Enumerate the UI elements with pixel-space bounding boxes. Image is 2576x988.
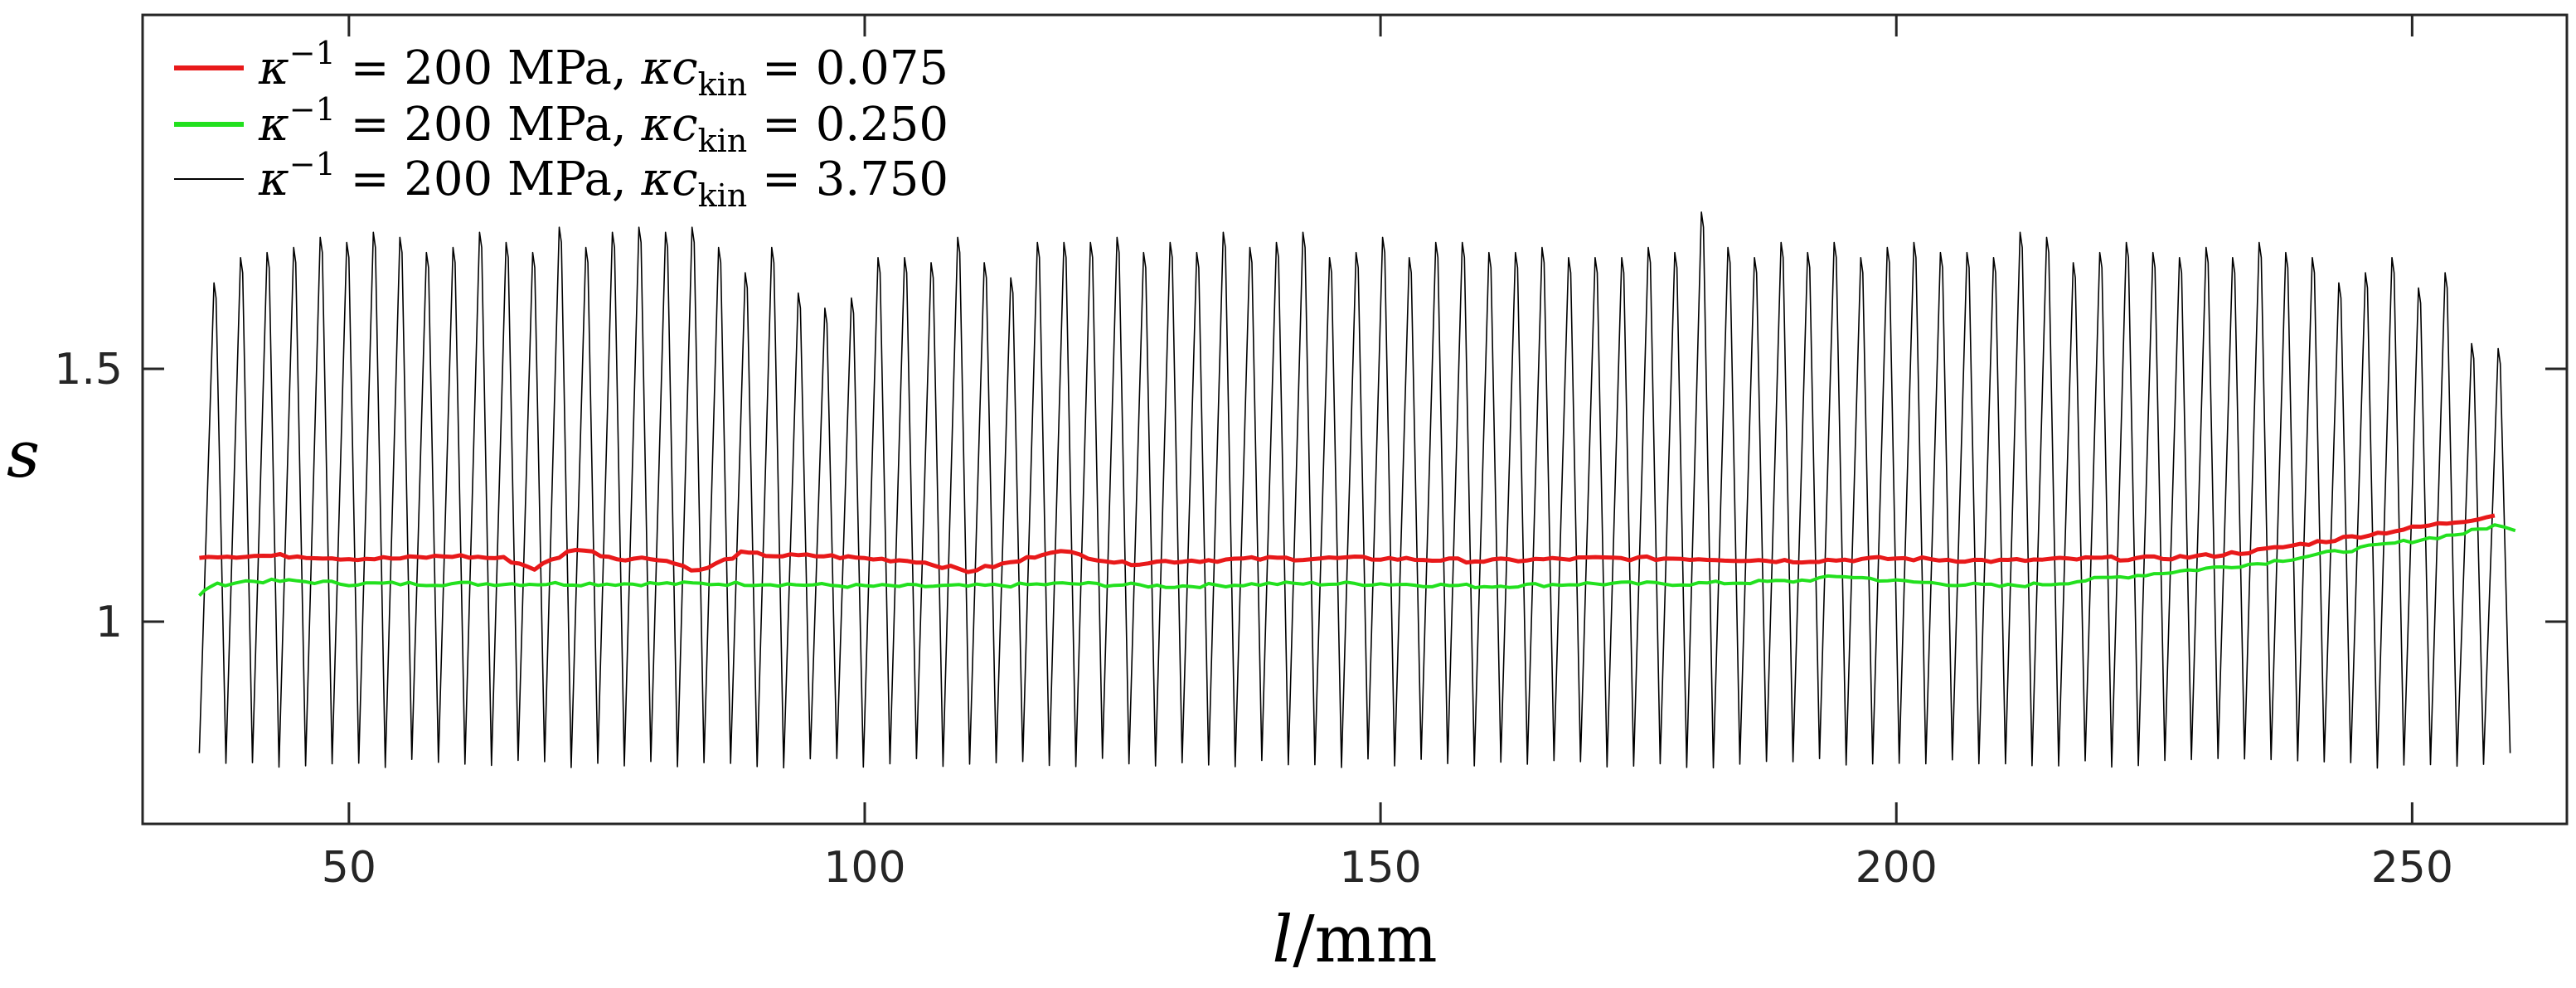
series-layer (197, 211, 2516, 769)
legend-entry-black: κ−1 = 200 MPa, κckin = 3.750 (258, 146, 948, 214)
series-line-red (199, 513, 2496, 574)
y-axis-label: s (7, 418, 40, 492)
x-tick-label: 250 (2371, 843, 2453, 893)
x-tick-label: 100 (823, 843, 905, 893)
y-tick-label: 1.5 (54, 345, 123, 395)
x-tick-label: 200 (1856, 843, 1938, 893)
x-axis-label: l/mm (1272, 903, 1437, 977)
tick-layer: 50 100 150 200 250 1 1.5 (54, 15, 2567, 893)
y-tick-label: 1 (95, 598, 123, 647)
series-line-green (197, 523, 2516, 598)
x-tick-label: 150 (1339, 843, 1421, 893)
axes-frame (141, 13, 2569, 826)
legend: κ−1 = 200 MPa, κckin = 0.075 κ−1 = 200 M… (174, 35, 948, 214)
legend-entry-green: κ−1 = 200 MPa, κckin = 0.250 (258, 91, 948, 159)
series-line-black (198, 211, 2511, 769)
legend-entry-red: κ−1 = 200 MPa, κckin = 0.075 (258, 35, 948, 103)
x-tick-label: 50 (322, 843, 376, 893)
